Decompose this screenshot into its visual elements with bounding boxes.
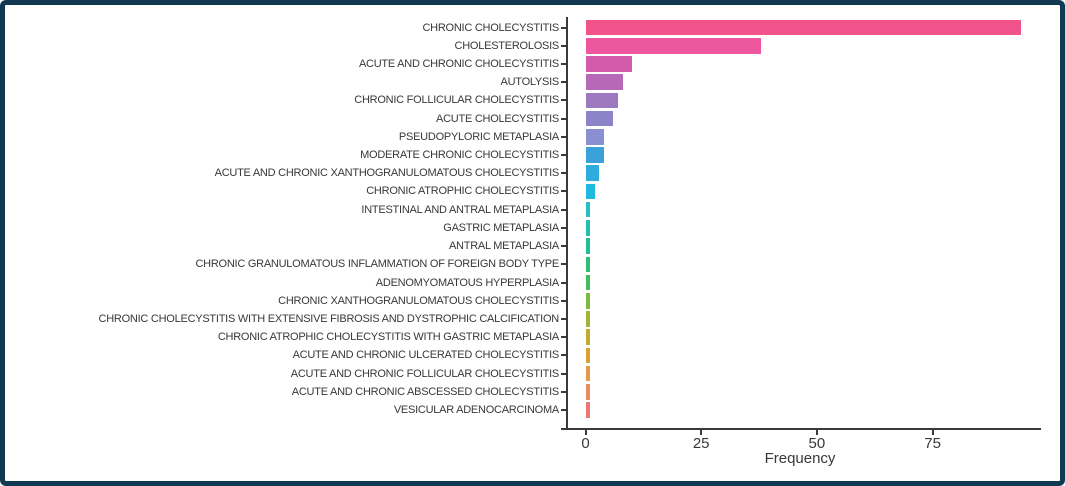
category-label: ACUTE AND CHRONIC FOLLICULAR CHOLECYSTIT… <box>290 367 559 380</box>
category-tick-mark <box>560 208 567 211</box>
x-tick-label: 75 <box>924 435 941 452</box>
frequency-bar <box>585 256 591 273</box>
x-tick-mark <box>815 430 818 435</box>
category-tick-mark <box>560 354 567 357</box>
category-label: ACUTE AND CHRONIC XANTHOGRANULOMATOUS CH… <box>214 167 560 180</box>
frequency-bar <box>585 274 591 291</box>
category-tick-mark <box>560 299 567 302</box>
frequency-bar <box>585 347 591 364</box>
frequency-bar <box>585 311 591 327</box>
category-label: ANTRAL METAPLASIA <box>448 240 559 253</box>
category-tick-mark <box>560 318 567 321</box>
frequency-bar <box>585 56 632 72</box>
category-label: ACUTE AND CHRONIC CHOLECYSTITIS <box>358 57 559 70</box>
frequency-bar <box>585 220 591 236</box>
category-label: ACUTE AND CHRONIC ABSCESSED CHOLECYSTITI… <box>291 385 560 398</box>
category-tick-mark <box>560 226 567 229</box>
frequency-bar <box>585 329 591 346</box>
category-label: CHRONIC FOLLICULAR CHOLECYSTITIS <box>354 94 559 107</box>
category-label: INTESTINAL AND ANTRAL METAPLASIA <box>361 203 559 216</box>
category-tick-mark <box>560 81 567 84</box>
y-axis <box>565 17 568 430</box>
category-label: CHRONIC CHOLECYSTITIS <box>422 21 559 34</box>
frequency-bar <box>585 110 614 127</box>
frequency-bar <box>585 238 591 254</box>
category-label: ACUTE CHOLECYSTITIS <box>436 112 559 125</box>
frequency-bar <box>585 402 591 418</box>
frequency-bar <box>585 147 604 163</box>
frequency-bar <box>585 19 1021 36</box>
category-label: VESICULAR ADENOCARCINOMA <box>393 404 559 417</box>
frequency-bar <box>585 384 591 400</box>
category-label: CHOLESTEROLOSIS <box>454 39 560 52</box>
category-tick-mark <box>560 190 567 193</box>
category-label: CHRONIC GRANULOMATOUS INFLAMMATION OF FO… <box>195 258 559 271</box>
category-label: ACUTE AND CHRONIC ULCERATED CHOLECYSTITI… <box>292 349 560 362</box>
category-label: PSEUDOPYLORIC METAPLASIA <box>398 130 559 143</box>
frequency-bar <box>585 201 591 218</box>
frequency-bar <box>585 92 618 109</box>
category-label: AUTOLYSIS <box>500 76 560 89</box>
category-tick-mark <box>560 135 567 138</box>
category-tick-mark <box>560 336 567 339</box>
x-axis <box>561 428 1041 430</box>
category-tick-mark <box>560 26 567 29</box>
category-tick-mark <box>560 99 567 102</box>
category-tick-mark <box>560 44 567 47</box>
x-axis-title: Frequency <box>764 450 836 467</box>
category-label: CHRONIC XANTHOGRANULOMATOUS CHOLECYSTITI… <box>278 294 559 307</box>
category-tick-mark <box>560 117 567 120</box>
category-tick-mark <box>560 154 567 157</box>
frequency-bar <box>585 293 591 309</box>
category-label: GASTRIC METAPLASIA <box>443 221 559 234</box>
category-tick-mark <box>560 245 567 248</box>
category-tick-mark <box>560 281 567 284</box>
category-label: MODERATE CHRONIC CHOLECYSTITIS <box>360 149 559 162</box>
frequency-bar <box>585 165 600 182</box>
frequency-bar <box>585 74 623 90</box>
category-tick-mark <box>560 409 567 412</box>
x-tick-label: 50 <box>808 435 826 452</box>
frequency-bar <box>585 129 604 145</box>
x-tick-mark <box>700 430 703 435</box>
category-tick-mark <box>560 263 567 266</box>
category-label: CHRONIC ATROPHIC CHOLECYSTITIS <box>366 185 559 198</box>
frequency-bar <box>585 365 591 382</box>
category-tick-mark <box>560 172 567 175</box>
category-tick-mark <box>560 62 567 65</box>
frequency-bar <box>585 37 762 54</box>
x-tick-label: 25 <box>692 435 710 452</box>
x-tick-mark <box>584 430 587 435</box>
category-tick-mark <box>560 372 567 375</box>
category-label: CHRONIC ATROPHIC CHOLECYSTITIS WITH GAST… <box>217 331 559 344</box>
category-tick-mark <box>560 390 567 393</box>
x-tick-mark <box>931 430 934 435</box>
x-tick-label: 0 <box>581 435 590 452</box>
category-label: CHRONIC CHOLECYSTITIS WITH EXTENSIVE FIB… <box>98 313 560 326</box>
category-label: ADENOMYOMATOUS HYPERPLASIA <box>375 276 559 289</box>
frequency-bar <box>585 183 595 200</box>
